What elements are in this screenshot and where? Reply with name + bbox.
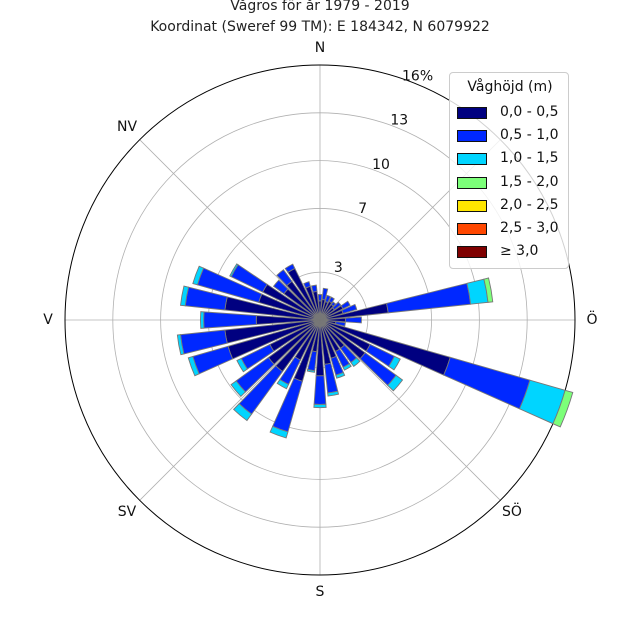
sector-bar-segment [340, 300, 351, 310]
sector-bar-segment [324, 294, 331, 304]
legend-label: ≥ 3,0 [500, 243, 539, 260]
sector-bar-segment [284, 263, 296, 274]
direction-label: Ö [586, 310, 597, 328]
sector-bar-segment [176, 334, 185, 356]
sector-bar-segment [330, 301, 337, 307]
sector-bar-segment [327, 390, 340, 397]
polar-grid [64, 64, 576, 576]
legend-label: 0,5 - 1,0 [500, 127, 559, 144]
legend: Våghöjd (m) 0,0 - 0,5 0,5 - 1,0 1,0 - 1,5 1… [449, 72, 569, 269]
radial-gridline [139, 319, 321, 501]
legend-label: 2,0 - 2,5 [500, 196, 559, 213]
radial-gridline [319, 319, 501, 501]
sector-bar-segment [303, 281, 311, 289]
direction-label: V [43, 312, 53, 328]
legend-swatch [457, 153, 487, 166]
legend-swatch [457, 130, 487, 143]
radial-tick-label: 13 [390, 113, 408, 129]
sector-bar-segment [180, 285, 190, 307]
direction-label: S [316, 584, 325, 600]
sector-bar-segment [388, 355, 401, 371]
legend-swatch [457, 107, 487, 119]
sector-bar-segment [233, 403, 253, 422]
sector-bar-segment [387, 374, 404, 392]
direction-label: SÖ [502, 502, 522, 520]
sector-bar-segment [552, 389, 574, 428]
sector-bar-segment [335, 371, 346, 379]
radial-tick-label: 3 [334, 260, 343, 276]
radial-gridcircle [112, 112, 528, 528]
sector-bar-segment [328, 296, 335, 304]
sector-bar-segment [269, 425, 289, 439]
sector-bar-segment [342, 362, 352, 371]
sector-bar-segment [483, 277, 494, 303]
legend-label: 1,0 - 1,5 [500, 150, 559, 167]
sector-bar-segment [331, 301, 342, 311]
sector-bar-segment [200, 311, 205, 329]
sector-bar-segment [306, 368, 316, 373]
legend-title: Våghöjd (m) [467, 79, 553, 95]
axis-labels: 3 7 10 13 16% N NV V SV S SÖ Ö [43, 40, 597, 600]
sector-bar-segment [341, 303, 358, 314]
legend-label: 0,0 - 0,5 [500, 104, 559, 120]
sector-bars [176, 263, 574, 439]
sector-bar-segment [350, 357, 361, 368]
legend-label: 1,5 - 2,0 [500, 173, 559, 190]
sector-bar-segment [203, 311, 257, 329]
sector-bar-segment [276, 378, 290, 390]
sector-bar-segment [272, 279, 289, 295]
radial-tick-label: 7 [358, 201, 367, 217]
direction-label: N [315, 40, 325, 56]
sector-bar-segment [385, 282, 472, 314]
sector-bar-segment [230, 380, 247, 398]
sector-bar-segment [321, 287, 329, 301]
sector-bar-segment [313, 403, 327, 409]
direction-label: SV [118, 504, 137, 520]
chart-title: Vågros för år 1979 - 2019 [230, 0, 410, 14]
sector-bar-segment [334, 321, 346, 327]
sector-bar-segment [313, 375, 327, 405]
sector-bar-segment [344, 316, 362, 324]
sector-bar-segment [187, 355, 200, 377]
sector-bar-segment [443, 356, 531, 410]
legend-swatch [457, 199, 487, 212]
direction-label: NV [117, 119, 137, 135]
sector-bar-segment [192, 265, 205, 286]
polar-frame [64, 64, 576, 576]
radial-gridline [139, 139, 321, 321]
radial-tick-label: 16% [402, 68, 433, 84]
legend-swatch [457, 176, 487, 189]
sector-bar-segment [236, 357, 248, 373]
sector-bar-segment [276, 269, 293, 287]
legend-label: 2,5 - 3,0 [500, 220, 559, 236]
chart-subtitle: Koordinat (Sweref 99 TM): E 184342, N 60… [150, 19, 490, 35]
sector-bar-segment [310, 284, 318, 293]
sector-bar-segment [229, 263, 239, 278]
sector-bar-segment [317, 294, 323, 302]
legend-swatch [457, 223, 487, 235]
radial-gridcircle [160, 160, 480, 480]
legend-swatch [457, 246, 487, 259]
radial-tick-label: 10 [372, 157, 390, 173]
